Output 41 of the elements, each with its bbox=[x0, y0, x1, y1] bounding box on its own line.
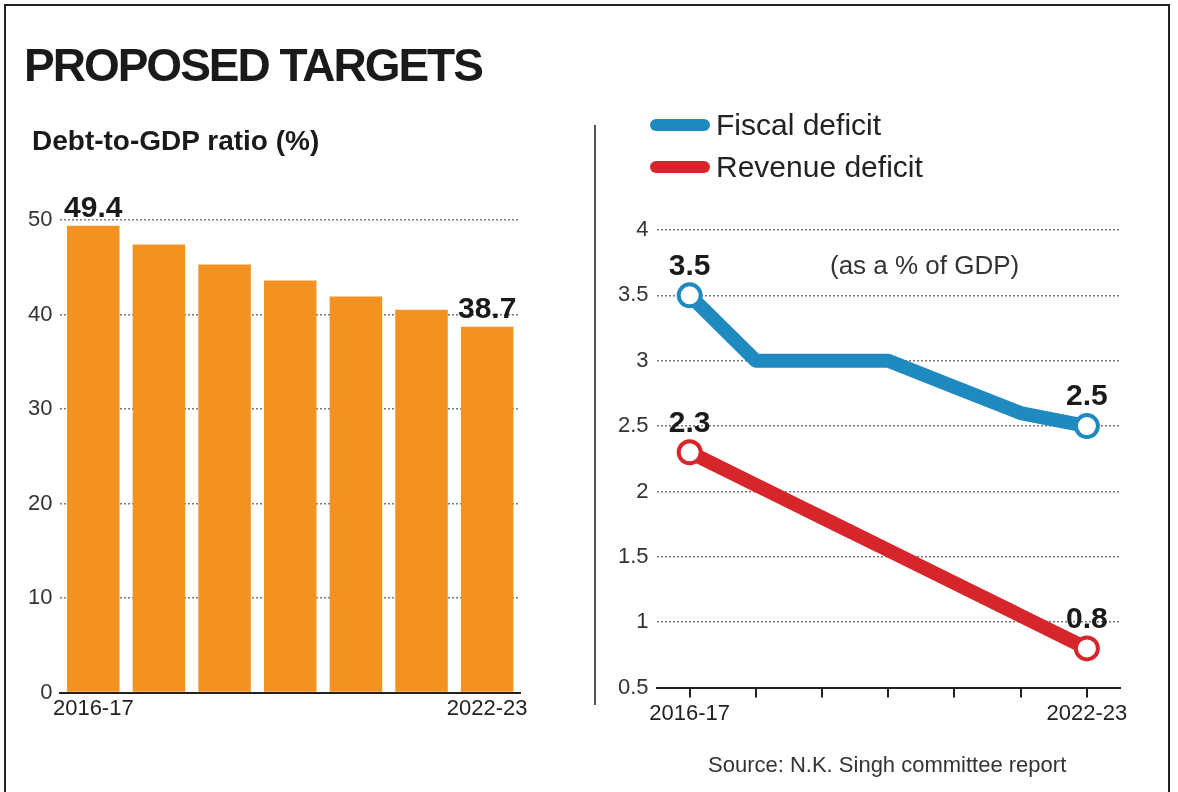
y-tick-label: 10 bbox=[27, 584, 53, 610]
bar bbox=[198, 264, 251, 692]
y-tick-label: 30 bbox=[27, 395, 53, 421]
y-tick-label: 4 bbox=[636, 216, 649, 242]
data-label: 2.3 bbox=[668, 404, 711, 438]
y-tick-label: 50 bbox=[27, 206, 53, 232]
data-label: 0.8 bbox=[1066, 600, 1108, 634]
y-tick-label: 1.5 bbox=[617, 542, 649, 568]
y-tick-label: 3.5 bbox=[617, 281, 649, 307]
data-label: 38.7 bbox=[457, 291, 517, 325]
y-tick-label: 0 bbox=[40, 678, 53, 704]
point bbox=[676, 282, 703, 309]
y-tick-label: 1 bbox=[636, 608, 649, 634]
y-tick-label: 40 bbox=[27, 300, 53, 326]
y-tick-label: 20 bbox=[27, 489, 53, 515]
y-tick-label: 2.5 bbox=[617, 412, 649, 438]
bar bbox=[67, 225, 120, 692]
bar bbox=[395, 309, 448, 692]
x-tick-label: 2016-17 bbox=[52, 694, 134, 720]
bar bbox=[132, 244, 186, 692]
point bbox=[1073, 413, 1100, 440]
chart-title: PROPOSED TARGETS bbox=[24, 38, 482, 92]
bar bbox=[329, 296, 383, 692]
bar bbox=[263, 280, 317, 692]
data-label: 49.4 bbox=[64, 189, 123, 223]
x-tick-label: 2022-23 bbox=[1046, 699, 1128, 725]
y-tick-label: 2 bbox=[636, 477, 649, 503]
y-tick-label: 3 bbox=[636, 346, 649, 372]
data-label: 3.5 bbox=[668, 247, 711, 281]
y-tick-label: 0.5 bbox=[617, 673, 649, 699]
data-label: 2.5 bbox=[1066, 378, 1108, 412]
x-tick-label: 2022-23 bbox=[446, 694, 528, 720]
bar bbox=[460, 326, 514, 692]
point bbox=[676, 439, 703, 466]
legend-label: Fiscal deficit bbox=[716, 108, 882, 142]
legend-label: Revenue deficit bbox=[716, 150, 923, 184]
chart-subtitle: Debt-to-GDP ratio (%) bbox=[32, 125, 320, 157]
annotation: (as a % of GDP) bbox=[830, 250, 1020, 281]
x-tick-label: 2016-17 bbox=[649, 699, 731, 725]
source-note: Source: N.K. Singh committee report bbox=[708, 752, 1067, 778]
point bbox=[1073, 635, 1100, 662]
